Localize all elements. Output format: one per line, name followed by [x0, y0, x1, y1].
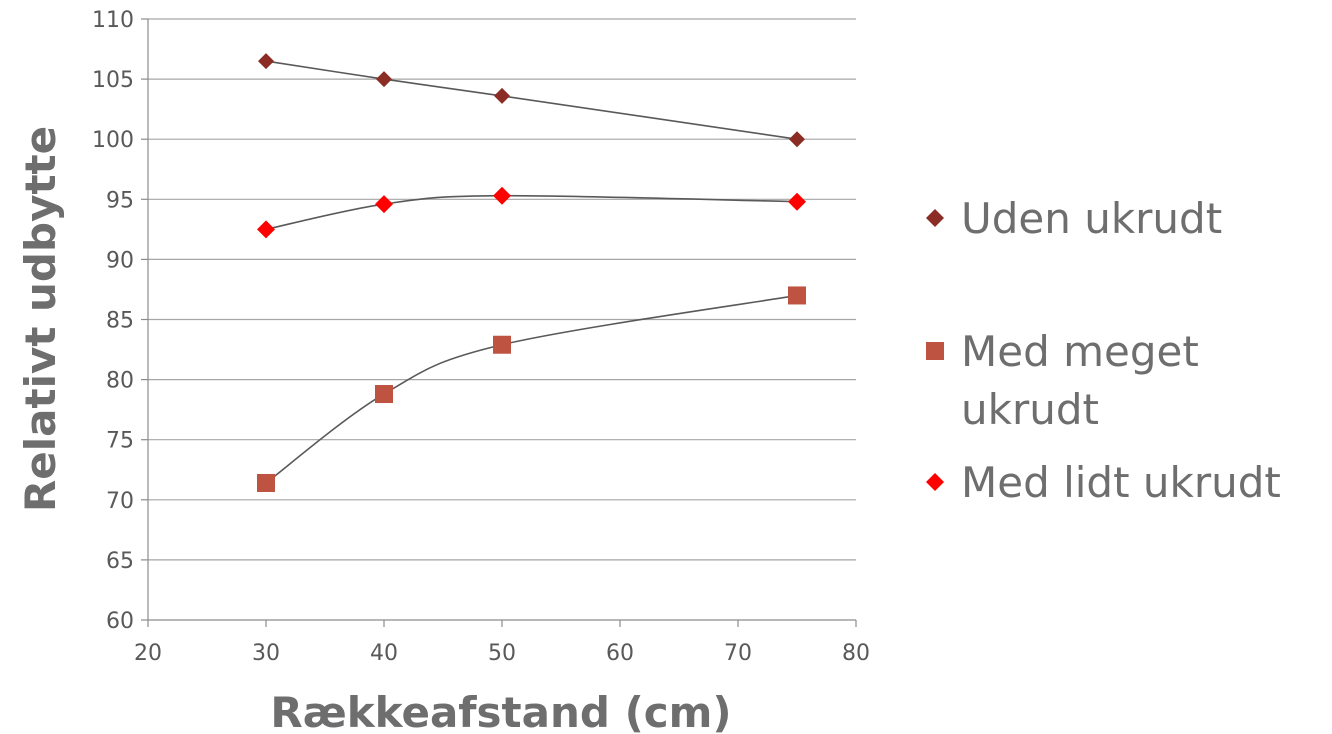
- point-series-2-x50: [493, 186, 511, 205]
- point-series-0-x75: [789, 131, 805, 148]
- y-tick-label-65: 65: [106, 549, 134, 574]
- trendlines: [265, 60, 798, 484]
- legend-label-med-meget-ukrudt: Med meget ukrudt: [961, 327, 1212, 434]
- legend-label-med-lidt-ukrudt: Med lidt ukrudt: [961, 458, 1281, 507]
- x-tick-label-50: 50: [488, 641, 516, 666]
- y-tick-label-105: 105: [92, 68, 134, 93]
- legend-marker-square: [926, 342, 944, 360]
- trendline-series-0: [265, 60, 798, 140]
- legend-label-line-1: Med meget: [961, 327, 1199, 376]
- x-tick-label-20: 20: [134, 641, 162, 666]
- legend-item-med-lidt-ukrudt: Med lidt ukrudt: [926, 458, 1281, 507]
- y-tick-labels: 60 65 70 75 80 85 90 95 100 105 110: [92, 8, 134, 634]
- point-series-1-x30: [257, 473, 275, 492]
- point-series-1-x75: [788, 286, 806, 305]
- legend-item-med-meget-ukrudt: Med meget ukrudt: [926, 327, 1212, 434]
- point-series-0-x40: [376, 71, 392, 88]
- x-tick-label-60: 60: [606, 641, 634, 666]
- trendline-series-1: [265, 294, 798, 484]
- point-series-2-x75: [788, 192, 806, 211]
- legend-item-uden-ukrudt: Uden ukrudt: [926, 194, 1222, 243]
- y-tick-label-70: 70: [106, 489, 134, 514]
- x-tick-label-30: 30: [252, 641, 280, 666]
- legend-label-line-2: ukrudt: [961, 385, 1099, 434]
- x-tick-label-80: 80: [842, 641, 870, 666]
- y-tick-label-90: 90: [106, 248, 134, 273]
- legend-label-uden-ukrudt: Uden ukrudt: [961, 194, 1222, 243]
- y-tick-label-95: 95: [106, 188, 134, 213]
- point-series-1-x50: [493, 335, 511, 354]
- legend: Uden ukrudt Med meget ukrudt Med lidt uk…: [926, 194, 1281, 507]
- y-tick-label-110: 110: [92, 8, 134, 33]
- x-tick-labels: 20 30 40 50 60 70 80: [134, 641, 870, 666]
- y-axis-title: Relativt udbytte: [16, 126, 65, 512]
- x-tick-label-70: 70: [724, 641, 752, 666]
- point-series-1-x40: [375, 385, 393, 404]
- y-tick-label-100: 100: [92, 128, 134, 153]
- gridlines: [148, 18, 856, 561]
- y-tick-label-85: 85: [106, 309, 134, 334]
- legend-marker-diamond-dark: [926, 209, 944, 227]
- trendline-series-2: [265, 194, 798, 231]
- point-series-0-x30: [258, 53, 274, 70]
- legend-marker-diamond-red: [926, 473, 944, 491]
- axes: [141, 18, 857, 627]
- y-tick-label-80: 80: [106, 369, 134, 394]
- data-points: [257, 53, 806, 492]
- y-tick-label-75: 75: [106, 429, 134, 454]
- x-axis-title: Rækkeafstand (cm): [270, 688, 731, 734]
- y-tick-label-60: 60: [106, 609, 134, 634]
- point-series-2-x40: [375, 195, 393, 214]
- x-tick-label-40: 40: [370, 641, 398, 666]
- point-series-2-x30: [257, 220, 275, 239]
- point-series-0-x50: [494, 87, 510, 104]
